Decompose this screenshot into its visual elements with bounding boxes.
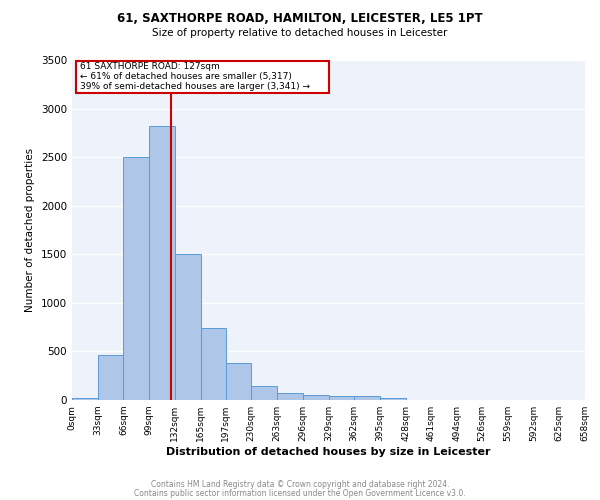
Text: Contains HM Land Registry data © Crown copyright and database right 2024.: Contains HM Land Registry data © Crown c… [151, 480, 449, 489]
Text: Contains public sector information licensed under the Open Government Licence v3: Contains public sector information licen… [134, 489, 466, 498]
Bar [329, 396, 354, 400]
Bar [200, 328, 226, 400]
Bar [72, 398, 98, 400]
Bar [226, 363, 251, 400]
Text: 39% of semi-detached houses are larger (3,341) →: 39% of semi-detached houses are larger (… [80, 82, 310, 91]
Bar [303, 395, 329, 400]
Bar [354, 396, 380, 400]
Text: 61, SAXTHORPE ROAD, HAMILTON, LEICESTER, LE5 1PT: 61, SAXTHORPE ROAD, HAMILTON, LEICESTER,… [117, 12, 483, 26]
FancyBboxPatch shape [76, 61, 329, 93]
Text: ← 61% of detached houses are smaller (5,317): ← 61% of detached houses are smaller (5,… [80, 72, 292, 81]
Bar [277, 393, 303, 400]
Bar [251, 386, 277, 400]
X-axis label: Distribution of detached houses by size in Leicester: Distribution of detached houses by size … [166, 447, 491, 457]
Bar [124, 157, 149, 400]
Text: 61 SAXTHORPE ROAD: 127sqm: 61 SAXTHORPE ROAD: 127sqm [80, 62, 220, 72]
Bar [149, 126, 175, 400]
Bar [175, 254, 200, 400]
Text: Size of property relative to detached houses in Leicester: Size of property relative to detached ho… [152, 28, 448, 38]
Bar [98, 356, 124, 400]
Bar [380, 398, 406, 400]
Y-axis label: Number of detached properties: Number of detached properties [25, 148, 35, 312]
